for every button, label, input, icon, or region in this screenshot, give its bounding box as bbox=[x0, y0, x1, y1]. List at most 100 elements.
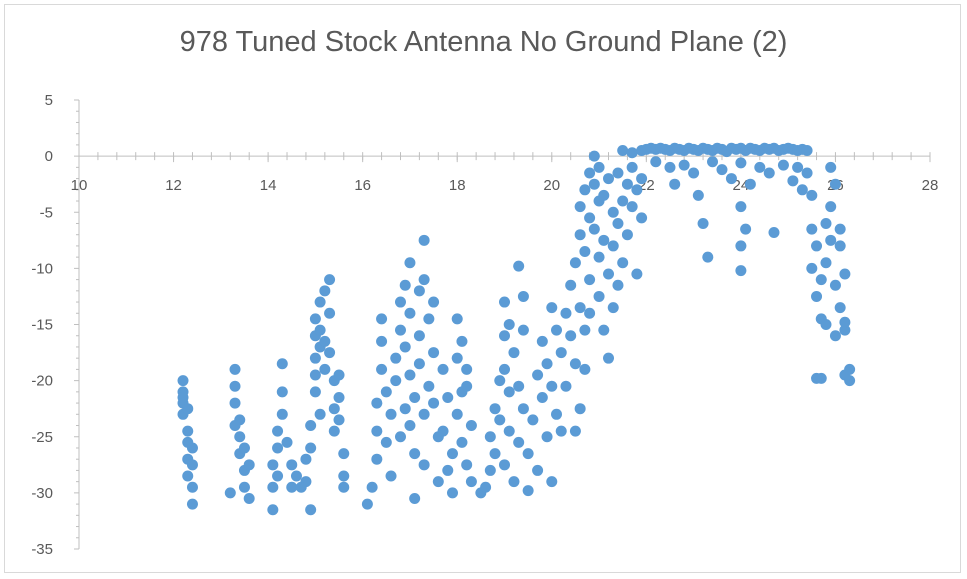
chart-title: 978 Tuned Stock Antenna No Ground Plane … bbox=[179, 26, 788, 58]
data-point bbox=[839, 324, 851, 336]
data-point bbox=[295, 481, 307, 493]
data-point bbox=[314, 296, 326, 308]
data-point bbox=[404, 420, 416, 432]
data-point bbox=[532, 464, 544, 476]
data-point bbox=[480, 481, 492, 493]
data-point bbox=[309, 313, 321, 325]
data-point bbox=[546, 380, 558, 392]
x-tick-label: 12 bbox=[165, 177, 182, 194]
data-point bbox=[376, 363, 388, 375]
data-point bbox=[309, 386, 321, 398]
data-point bbox=[806, 189, 818, 201]
data-point bbox=[319, 285, 331, 297]
data-point bbox=[735, 240, 747, 252]
data-point bbox=[588, 150, 600, 162]
y-tick-label: 5 bbox=[45, 92, 53, 109]
data-point bbox=[446, 487, 458, 499]
data-point bbox=[499, 330, 510, 342]
data-point bbox=[584, 212, 596, 224]
data-point bbox=[569, 257, 581, 269]
data-point bbox=[418, 408, 430, 420]
data-point bbox=[820, 319, 832, 330]
data-point bbox=[603, 173, 615, 185]
data-point bbox=[707, 156, 719, 168]
data-point bbox=[418, 459, 430, 471]
data-point bbox=[328, 425, 340, 437]
data-point bbox=[182, 403, 194, 415]
data-point bbox=[716, 164, 728, 176]
data-point bbox=[186, 459, 198, 471]
data-point bbox=[394, 431, 406, 443]
data-point bbox=[394, 324, 406, 336]
data-point bbox=[177, 375, 189, 387]
data-point bbox=[503, 386, 515, 398]
y-tick-label: -15 bbox=[31, 317, 53, 334]
data-point bbox=[692, 189, 704, 201]
data-point bbox=[546, 302, 558, 314]
data-point bbox=[324, 347, 336, 359]
data-point bbox=[503, 319, 515, 330]
data-point bbox=[607, 302, 619, 314]
data-point bbox=[603, 352, 615, 364]
data-point bbox=[423, 313, 435, 325]
data-point bbox=[451, 408, 463, 420]
y-tick-label: -25 bbox=[31, 429, 53, 446]
data-point bbox=[801, 145, 813, 157]
x-tick-label: 18 bbox=[449, 177, 466, 194]
data-point bbox=[186, 442, 198, 454]
y-tick-label: -20 bbox=[31, 373, 53, 390]
data-point bbox=[650, 156, 662, 168]
data-point bbox=[182, 470, 194, 482]
data-point bbox=[612, 279, 624, 291]
data-point bbox=[569, 425, 581, 437]
data-point bbox=[376, 313, 388, 325]
data-point bbox=[499, 459, 510, 471]
data-point bbox=[513, 436, 525, 448]
data-point bbox=[290, 470, 302, 482]
axes-group: 50-5-10-15-20-25-30-35101214161820222426… bbox=[31, 92, 938, 558]
data-point bbox=[300, 453, 312, 465]
data-point bbox=[484, 464, 496, 476]
data-point bbox=[380, 386, 392, 398]
data-point bbox=[243, 459, 255, 471]
data-point bbox=[229, 380, 241, 392]
data-point bbox=[446, 448, 458, 460]
data-point bbox=[418, 234, 430, 246]
data-point bbox=[811, 290, 823, 302]
data-point bbox=[276, 358, 288, 370]
data-point bbox=[272, 442, 284, 454]
data-point bbox=[413, 285, 425, 297]
data-point bbox=[593, 161, 605, 173]
data-point bbox=[428, 296, 440, 308]
data-point bbox=[588, 223, 600, 235]
data-point bbox=[546, 476, 558, 488]
data-point bbox=[399, 403, 411, 415]
data-point bbox=[815, 274, 827, 286]
data-point bbox=[551, 408, 563, 420]
data-point bbox=[574, 201, 586, 213]
data-point bbox=[522, 448, 534, 460]
data-point bbox=[551, 324, 563, 336]
data-point bbox=[404, 307, 416, 319]
data-point bbox=[631, 268, 643, 280]
data-point bbox=[829, 279, 841, 291]
data-point bbox=[276, 386, 288, 398]
data-point bbox=[565, 279, 577, 291]
data-point bbox=[839, 268, 851, 280]
data-point bbox=[305, 442, 317, 454]
data-point bbox=[371, 397, 383, 409]
data-point bbox=[238, 442, 250, 454]
x-tick-label: 28 bbox=[922, 177, 939, 194]
data-point bbox=[584, 307, 596, 319]
data-point bbox=[413, 330, 425, 342]
data-point bbox=[224, 487, 236, 499]
data-point bbox=[229, 420, 241, 432]
data-point bbox=[234, 431, 246, 443]
data-point bbox=[664, 161, 676, 173]
data-point bbox=[593, 290, 605, 302]
data-point bbox=[763, 167, 775, 179]
data-point bbox=[768, 226, 780, 238]
data-point bbox=[499, 296, 510, 308]
data-point bbox=[636, 212, 648, 224]
data-point bbox=[489, 448, 501, 460]
